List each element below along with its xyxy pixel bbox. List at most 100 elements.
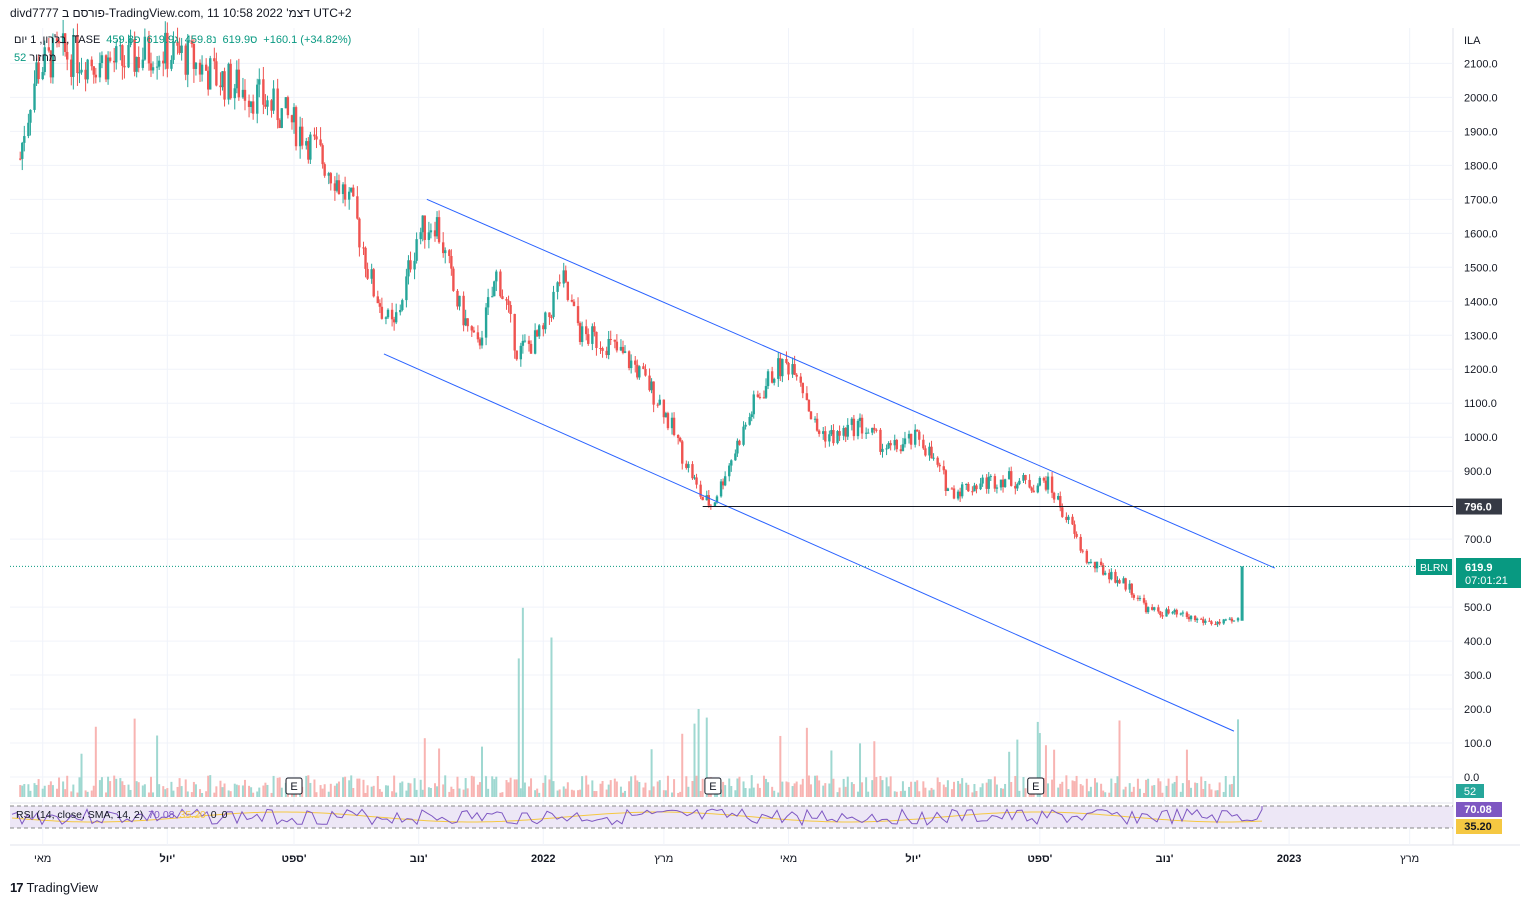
volume-spike (517, 658, 520, 797)
candle-body (728, 465, 731, 477)
volume-bar (323, 784, 326, 797)
volume-bar (908, 786, 911, 797)
candle-body (995, 487, 999, 489)
volume-bar (585, 775, 588, 797)
candle-body (35, 62, 38, 84)
candle-body (327, 173, 330, 176)
candle-body (599, 348, 602, 350)
candle-body (662, 399, 666, 418)
candle-body (687, 464, 690, 468)
candle-body (535, 330, 539, 337)
candle-body (958, 491, 962, 497)
candle-body (1114, 571, 1117, 583)
volume-bar (638, 782, 641, 797)
candle-body (115, 46, 118, 63)
volume-bar (975, 790, 978, 797)
rsi-value: 70.08 (148, 809, 175, 821)
candle-body (1032, 490, 1035, 493)
channel-upper-line (426, 198, 1275, 569)
volume-bar (593, 791, 596, 797)
candle-body (807, 399, 811, 412)
volume-bar (1044, 745, 1047, 797)
volume-bar (395, 792, 398, 797)
volume-bar (1204, 780, 1207, 797)
volume-bar (1110, 778, 1113, 797)
volume-bar (1151, 785, 1154, 797)
volume-bar (685, 776, 688, 797)
volume-bar (750, 775, 753, 797)
footer-brand[interactable]: 17 TradingView (10, 880, 98, 895)
volume-bar (814, 775, 817, 797)
volume-bar (644, 782, 647, 797)
candle-body (378, 303, 382, 307)
candle-body (364, 247, 367, 269)
volume-bar (1147, 778, 1150, 797)
level-tag-box (1456, 498, 1502, 515)
candle-body (290, 115, 294, 123)
volume-bar (333, 785, 336, 797)
symbol-title[interactable]: בלרון, 1 יום, TASE (14, 34, 101, 46)
candle-body (805, 393, 809, 400)
volume-bar (1071, 780, 1074, 797)
volume-bar (1114, 783, 1117, 797)
volume-bar (23, 784, 26, 797)
volume-bar (730, 786, 733, 797)
volume-bar (1065, 775, 1068, 797)
volume-bar (90, 790, 93, 797)
candle-body (409, 260, 412, 270)
candle-body (1161, 615, 1164, 617)
volume-bar (967, 784, 970, 797)
volume-bar (241, 785, 244, 797)
candle-body (1110, 571, 1113, 580)
volume-bar (1024, 788, 1027, 797)
volume-bar (105, 792, 108, 797)
candle-body (76, 35, 79, 74)
volume-bar (636, 780, 639, 797)
candle-body (470, 326, 473, 331)
candle-body (993, 476, 997, 489)
volume-bar (376, 775, 379, 797)
volume-bar (613, 778, 616, 797)
volume-bar (999, 788, 1002, 797)
candle-body (1193, 615, 1197, 621)
volume-bar (1093, 778, 1096, 797)
candle-body (241, 89, 245, 98)
candle-body (770, 371, 774, 383)
volume-bar (362, 779, 365, 797)
volume-value: 52 (14, 52, 27, 64)
high-value: ג619.9 (146, 34, 179, 46)
candle-body (119, 45, 122, 47)
volume-bar (466, 788, 469, 797)
candle-body (967, 483, 970, 492)
volume-bar (427, 787, 430, 797)
volume-bar (895, 791, 898, 797)
volume-bar (92, 785, 95, 797)
candle-body (515, 350, 518, 360)
volume-label[interactable]: מחזור (29, 52, 57, 64)
rsi-label[interactable]: RSI (14, close, SMA, 14, 2) (16, 809, 144, 821)
volume-bar (1210, 789, 1213, 797)
volume-bar (591, 780, 594, 797)
candle-body (343, 184, 347, 200)
candle-body (78, 72, 81, 74)
volume-bar (959, 783, 962, 797)
candle-body (1003, 479, 1007, 488)
rsi-value-tag: 70.08 (1464, 804, 1492, 816)
volume-spike (550, 637, 553, 797)
volume-bar (1171, 783, 1174, 797)
volume-bar (1222, 791, 1225, 797)
candle-body (164, 32, 167, 64)
candle-body (86, 59, 89, 80)
candle-body (873, 427, 876, 430)
volume-bar (78, 777, 81, 797)
candle-body (607, 338, 610, 356)
volume-bar (1100, 783, 1103, 797)
rsi-ma-value: 35.20 (179, 809, 206, 821)
volume-bar (513, 779, 516, 797)
volume-bar (478, 782, 481, 797)
volume-bar (836, 792, 839, 797)
candle-body (392, 319, 396, 323)
volume-bar (337, 781, 340, 797)
volume-bar (587, 784, 590, 797)
